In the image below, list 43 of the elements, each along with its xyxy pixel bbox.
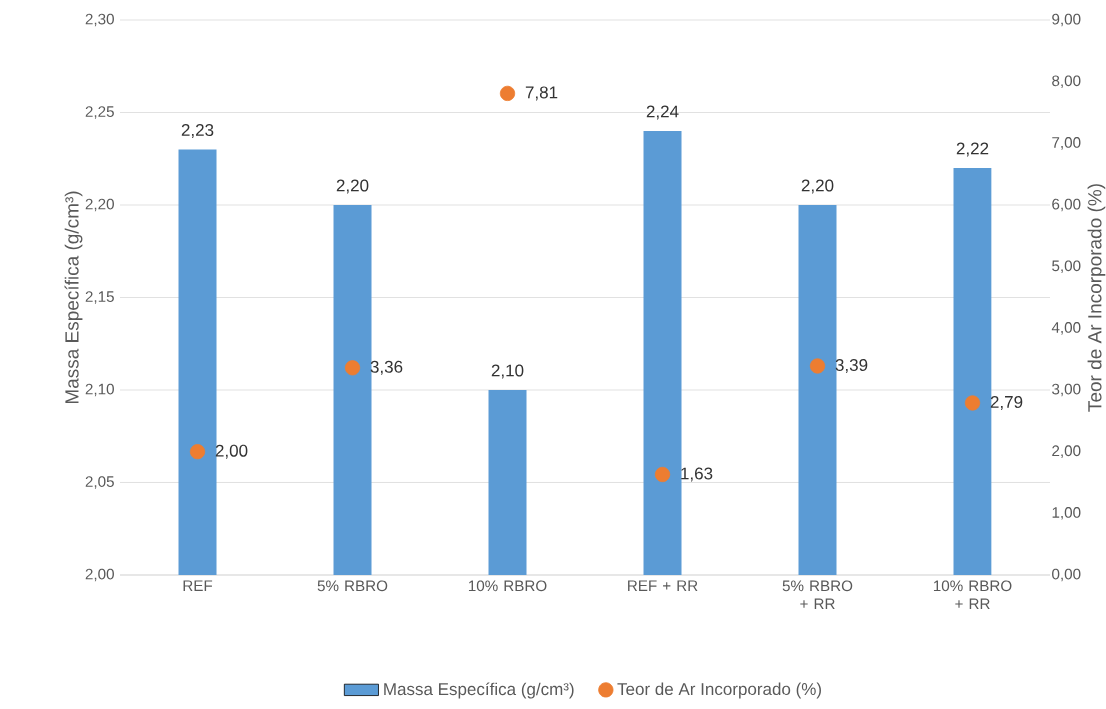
data-label: 2,10 (491, 364, 524, 379)
data-label: 2,00 (215, 444, 248, 459)
y2-tick-label: 9,00 (1052, 13, 1081, 27)
y2-tick-label: 5,00 (1052, 260, 1081, 273)
point (964, 395, 981, 411)
y2-tick-label: 7,00 (1052, 137, 1081, 150)
data-label: 2,20 (801, 179, 834, 194)
y2-tick-label: 3,00 (1052, 383, 1081, 397)
y-tick-label: 2,30 (85, 13, 114, 27)
point (344, 360, 361, 376)
x-tick-label: REF (183, 580, 213, 591)
y2-tick-label: 2,00 (1052, 445, 1081, 458)
legend-label: Massa Específica (g/cm³) (384, 682, 574, 699)
y2-tick-label: 8,00 (1052, 75, 1081, 88)
y2-axis-title: Teor de Ar Incorporado (%) (1087, 184, 1106, 412)
data-label: 2,24 (646, 105, 679, 120)
point (189, 444, 206, 460)
legend-label: Teor de Ar Incorporado (%) (617, 682, 821, 699)
y2-tick-label: 4,00 (1051, 322, 1081, 335)
x-tick-label: REF + RR (628, 580, 698, 591)
y-tick-label: 2,10 (85, 383, 114, 397)
y-tick-label: 2,25 (85, 106, 114, 119)
y2-tick-label: 6,00 (1052, 198, 1081, 212)
data-label: 2,79 (990, 395, 1023, 410)
y2-tick-label: 0,00 (1052, 568, 1081, 582)
y-tick-label: 2,20 (85, 198, 114, 212)
y-tick-label: 2,00 (85, 568, 114, 582)
y-tick-label: 2,05 (85, 476, 114, 489)
data-label: 7,81 (525, 86, 558, 101)
y-tick-label: 2,15 (85, 291, 114, 304)
y2-tick-label: 1,00 (1052, 507, 1081, 520)
data-label: 2,20 (336, 179, 369, 194)
x-tick-label: 5% RBRO + RR (782, 580, 853, 610)
point (654, 466, 671, 483)
x-tick-label: 10% RBRO + RR (933, 580, 1012, 610)
data-label: 1,63 (681, 467, 713, 482)
x-tick-label: 10% RBRO (468, 580, 547, 592)
x-tick-label: 5% RBRO (317, 580, 388, 592)
point (809, 358, 826, 374)
y-axis-title: Massa Específica (g/cm³) (64, 191, 83, 404)
point (499, 85, 516, 102)
data-label: 2,22 (956, 142, 989, 157)
data-label: 2,23 (181, 124, 214, 139)
